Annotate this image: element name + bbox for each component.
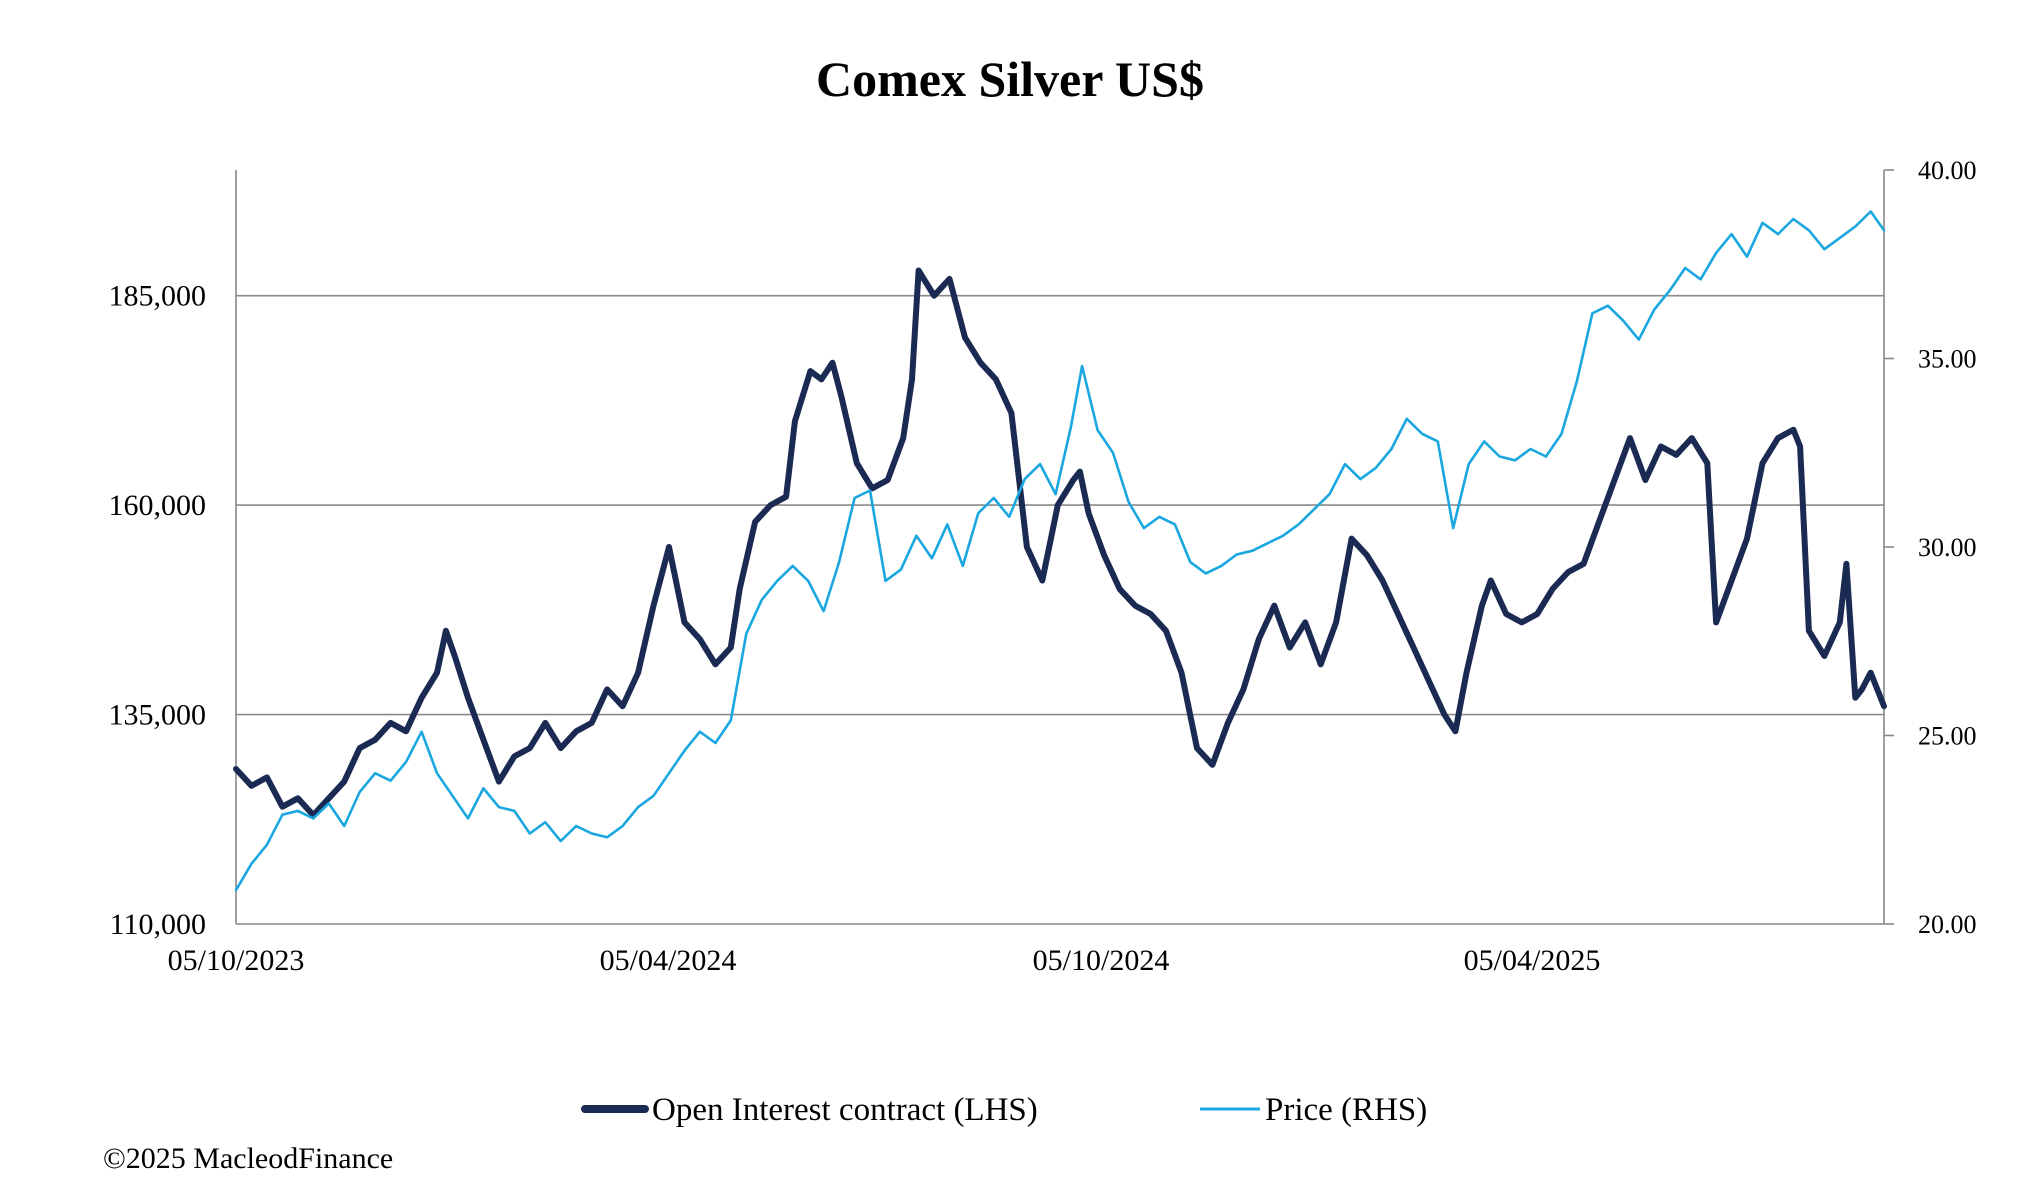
- left-tick-label: 160,000: [109, 489, 207, 522]
- left-tick-label: 110,000: [110, 908, 206, 941]
- chart-title: Comex Silver US$: [816, 51, 1204, 107]
- axes: [235, 169, 1894, 925]
- tick-labels: 110,000 135,000 160,000 185,000 20.00 25.00 30…: [109, 156, 1977, 977]
- left-tick-label: 185,000: [109, 280, 207, 313]
- series-line-price: [234, 210, 1886, 892]
- legend-label-price: Price (RHS): [1265, 1092, 1427, 1128]
- legend: Open Interest contract (LHS) Price (RHS): [581, 1092, 1427, 1128]
- x-tick-label: 05/10/2024: [1033, 944, 1170, 977]
- right-tick-label: 25.00: [1918, 722, 1977, 751]
- x-tick-label: 05/04/2025: [1464, 944, 1601, 977]
- right-tick-label: 20.00: [1918, 910, 1977, 939]
- copyright-text: ©2025 MacleodFinance: [103, 1142, 393, 1175]
- right-tick-label: 30.00: [1918, 533, 1977, 562]
- legend-label-open-interest: Open Interest contract (LHS): [652, 1092, 1038, 1128]
- left-tick-label: 135,000: [109, 699, 207, 732]
- x-tick-label: 05/04/2024: [600, 944, 737, 977]
- right-tick-label: 35.00: [1918, 345, 1977, 374]
- series-line-open-interest: [233, 267, 1887, 819]
- right-tick-label: 40.00: [1918, 156, 1977, 185]
- series-lines: [233, 210, 1887, 892]
- x-tick-label: 05/10/2023: [168, 944, 305, 977]
